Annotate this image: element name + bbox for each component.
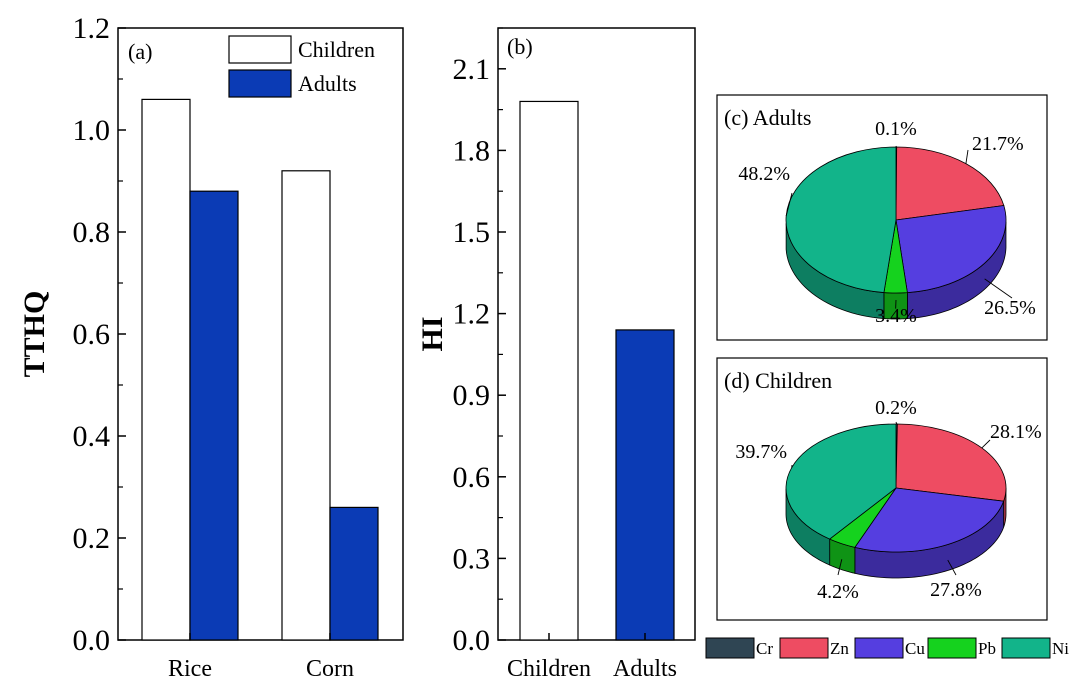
pie-legend-swatch-cu bbox=[854, 637, 904, 659]
b-ytick-label: 1.2 bbox=[453, 298, 491, 331]
panel-b-frame bbox=[497, 27, 696, 641]
d-pie-leader-cr bbox=[895, 421, 898, 425]
a-category-label: Corn bbox=[306, 656, 354, 680]
pie-legend-label-zn: Zn bbox=[830, 639, 849, 658]
panel-a: 0.00.20.40.60.81.01.2 Rice Corn (a) TTHQ … bbox=[18, 12, 404, 680]
panel-b-ylabel: HI bbox=[416, 316, 449, 351]
panel-a-ylabel: TTHQ bbox=[18, 291, 51, 378]
a-legend-label-children: Children bbox=[298, 37, 375, 62]
pie-legend-swatch-zn bbox=[779, 637, 829, 659]
pie-legend-label-ni: Ni bbox=[1052, 639, 1069, 658]
a-legend-swatch-adults bbox=[228, 69, 292, 98]
b-ytick-label: 1.5 bbox=[453, 216, 491, 249]
d-pie-label-pb: 4.2% bbox=[817, 581, 859, 603]
d-pie-labels: 0.2% 28.1% 27.8% 4.2% 39.7% bbox=[735, 397, 1041, 603]
panel-a-label: (a) bbox=[128, 39, 152, 64]
panel-c-label: (c) Adults bbox=[724, 105, 811, 130]
b-category-label: Children bbox=[507, 656, 591, 680]
c-pie-leader-ni bbox=[785, 192, 793, 217]
a-bar-rice-children bbox=[141, 98, 191, 641]
b-bar-children bbox=[519, 100, 579, 641]
c-pie-top bbox=[785, 146, 1007, 294]
panel-d-frame bbox=[716, 357, 1048, 621]
b-ytick-label: 2.1 bbox=[453, 53, 491, 86]
d-pie-top bbox=[785, 423, 1007, 553]
pie-legend-swatch-ni bbox=[1001, 637, 1051, 659]
a-ytick-label: 1.2 bbox=[73, 12, 111, 45]
pie-legend-swatch-pb bbox=[927, 637, 977, 659]
d-pie-leader-cu bbox=[947, 559, 957, 576]
d-pie-leader-pb bbox=[837, 559, 843, 576]
d-pie-label-cu: 27.8% bbox=[930, 579, 982, 601]
b-ytick-label: 0.3 bbox=[453, 542, 491, 575]
pie-legend-label-cu: Cu bbox=[905, 639, 925, 658]
c-pie-leader-zn bbox=[965, 149, 969, 164]
c-pie-label-ni: 48.2% bbox=[738, 163, 790, 185]
panel-a-legend: Children Adults bbox=[228, 35, 375, 98]
b-ytick-label: 0.0 bbox=[453, 624, 491, 657]
a-bar-corn-children bbox=[281, 170, 331, 641]
a-ytick-label: 0.8 bbox=[73, 216, 111, 249]
c-pie-label-cu: 26.5% bbox=[984, 297, 1036, 319]
a-bar-corn-adults bbox=[329, 506, 379, 641]
d-pie-slice-ni bbox=[785, 423, 897, 540]
c-pie-label-cr: 0.1% bbox=[875, 118, 917, 140]
a-legend-swatch-children bbox=[228, 35, 292, 64]
a-ytick-label: 0.6 bbox=[73, 318, 111, 351]
c-pie-slice-zn bbox=[895, 146, 1005, 221]
pie-legend: Cr Zn Cu Pb Ni bbox=[705, 637, 1069, 659]
a-ytick-label: 0.0 bbox=[73, 624, 111, 657]
panel-d: (d) Children 0.2% 28.1% 27.8% 4.2% 39.7% bbox=[716, 357, 1048, 621]
d-pie-label-ni: 39.7% bbox=[735, 441, 787, 463]
a-ytick-label: 0.4 bbox=[73, 420, 111, 453]
c-pie-label-pb: 3.4% bbox=[875, 305, 917, 327]
panel-b: 0.00.30.60.91.21.51.82.1 Children Adults … bbox=[416, 27, 696, 680]
a-ytick-label: 0.2 bbox=[73, 522, 111, 555]
c-pie-slice-cu bbox=[895, 205, 1007, 294]
a-ytick-label: 1.0 bbox=[73, 114, 111, 147]
pie-legend-swatch-cr bbox=[705, 637, 755, 659]
pie-legend-label-pb: Pb bbox=[978, 639, 996, 658]
b-ytick-label: 0.9 bbox=[453, 379, 491, 412]
panel-c: (c) Adults 0.1% 21.7% 26.5% 3.4% 48.2% bbox=[716, 94, 1048, 341]
b-ytick-label: 0.6 bbox=[453, 461, 491, 494]
b-bar-adults bbox=[615, 329, 675, 641]
panel-d-label: (d) Children bbox=[724, 368, 832, 393]
d-pie-label-zn: 28.1% bbox=[990, 421, 1042, 443]
panel-b-label: (b) bbox=[507, 34, 533, 59]
pie-legend-label-cr: Cr bbox=[756, 639, 773, 658]
d-pie-slice-zn bbox=[895, 423, 1007, 502]
c-pie-leader-cu bbox=[984, 278, 1013, 299]
a-legend-label-adults: Adults bbox=[298, 71, 357, 96]
d-pie-slice-cu bbox=[854, 487, 1005, 553]
panel-c-frame bbox=[716, 94, 1048, 341]
c-pie-label-zn: 21.7% bbox=[972, 133, 1024, 155]
a-bar-rice-adults bbox=[189, 190, 239, 641]
c-pie-labels: 0.1% 21.7% 26.5% 3.4% 48.2% bbox=[738, 118, 1036, 327]
b-ytick-label: 1.8 bbox=[453, 134, 491, 167]
d-pie-label-cr: 0.2% bbox=[875, 397, 917, 419]
b-category-label: Adults bbox=[613, 656, 677, 680]
a-category-label: Rice bbox=[168, 656, 212, 680]
d-pie-leader-zn bbox=[981, 439, 991, 449]
